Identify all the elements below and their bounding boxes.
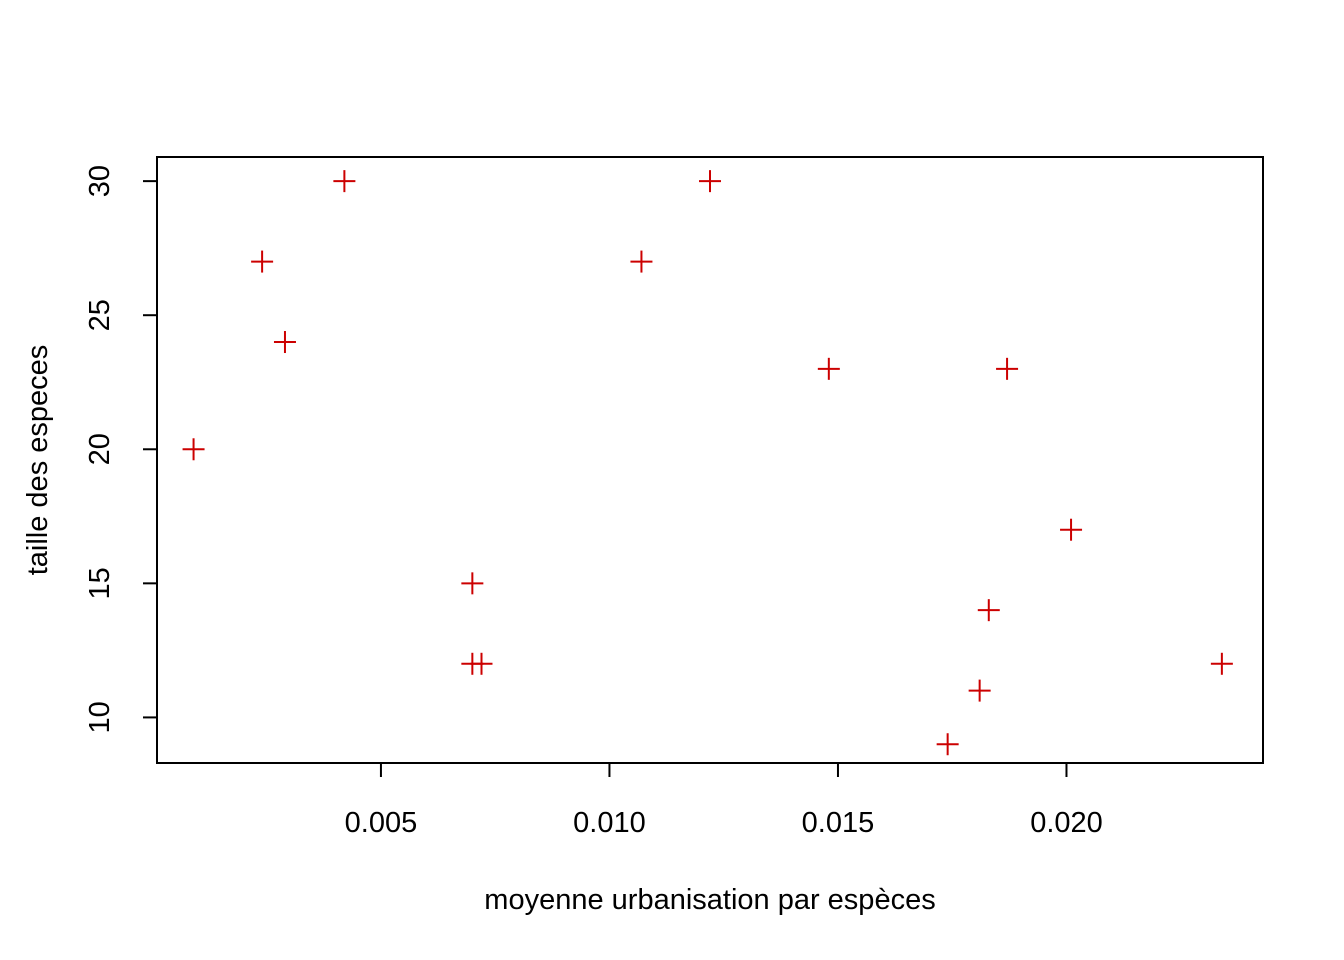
data-point <box>817 357 840 380</box>
data-point <box>182 438 205 461</box>
data-point <box>996 357 1019 380</box>
data-points <box>182 170 1233 756</box>
x-tick-label: 0.005 <box>345 807 418 839</box>
data-point <box>968 679 991 702</box>
x-tick-label: 0.010 <box>573 807 646 839</box>
data-point <box>470 652 493 675</box>
data-point <box>630 250 653 273</box>
y-tick-label: 25 <box>84 299 116 331</box>
x-tick-label: 0.015 <box>802 807 875 839</box>
data-point <box>699 170 721 193</box>
y-axis-label: taille des especes <box>22 345 54 576</box>
y-tick-label: 15 <box>84 567 116 599</box>
x-tick-label: 0.020 <box>1030 807 1103 839</box>
data-point <box>1210 652 1233 675</box>
data-point <box>1060 518 1083 541</box>
y-tick-label: 20 <box>84 433 116 465</box>
data-point <box>977 599 1000 622</box>
data-point <box>333 170 356 193</box>
data-point <box>273 331 296 354</box>
y-tick-label: 30 <box>84 165 116 197</box>
data-point <box>461 572 484 595</box>
plot-frame <box>156 156 1264 764</box>
data-point <box>251 250 274 273</box>
x-axis: 0.005 0.010 0.015 0.020 <box>345 762 1103 839</box>
data-point <box>936 733 959 756</box>
x-axis-label: moyenne urbanisation par espèces <box>484 884 935 916</box>
y-axis: 10 15 20 25 30 <box>84 165 158 734</box>
y-tick-label: 10 <box>84 701 116 733</box>
